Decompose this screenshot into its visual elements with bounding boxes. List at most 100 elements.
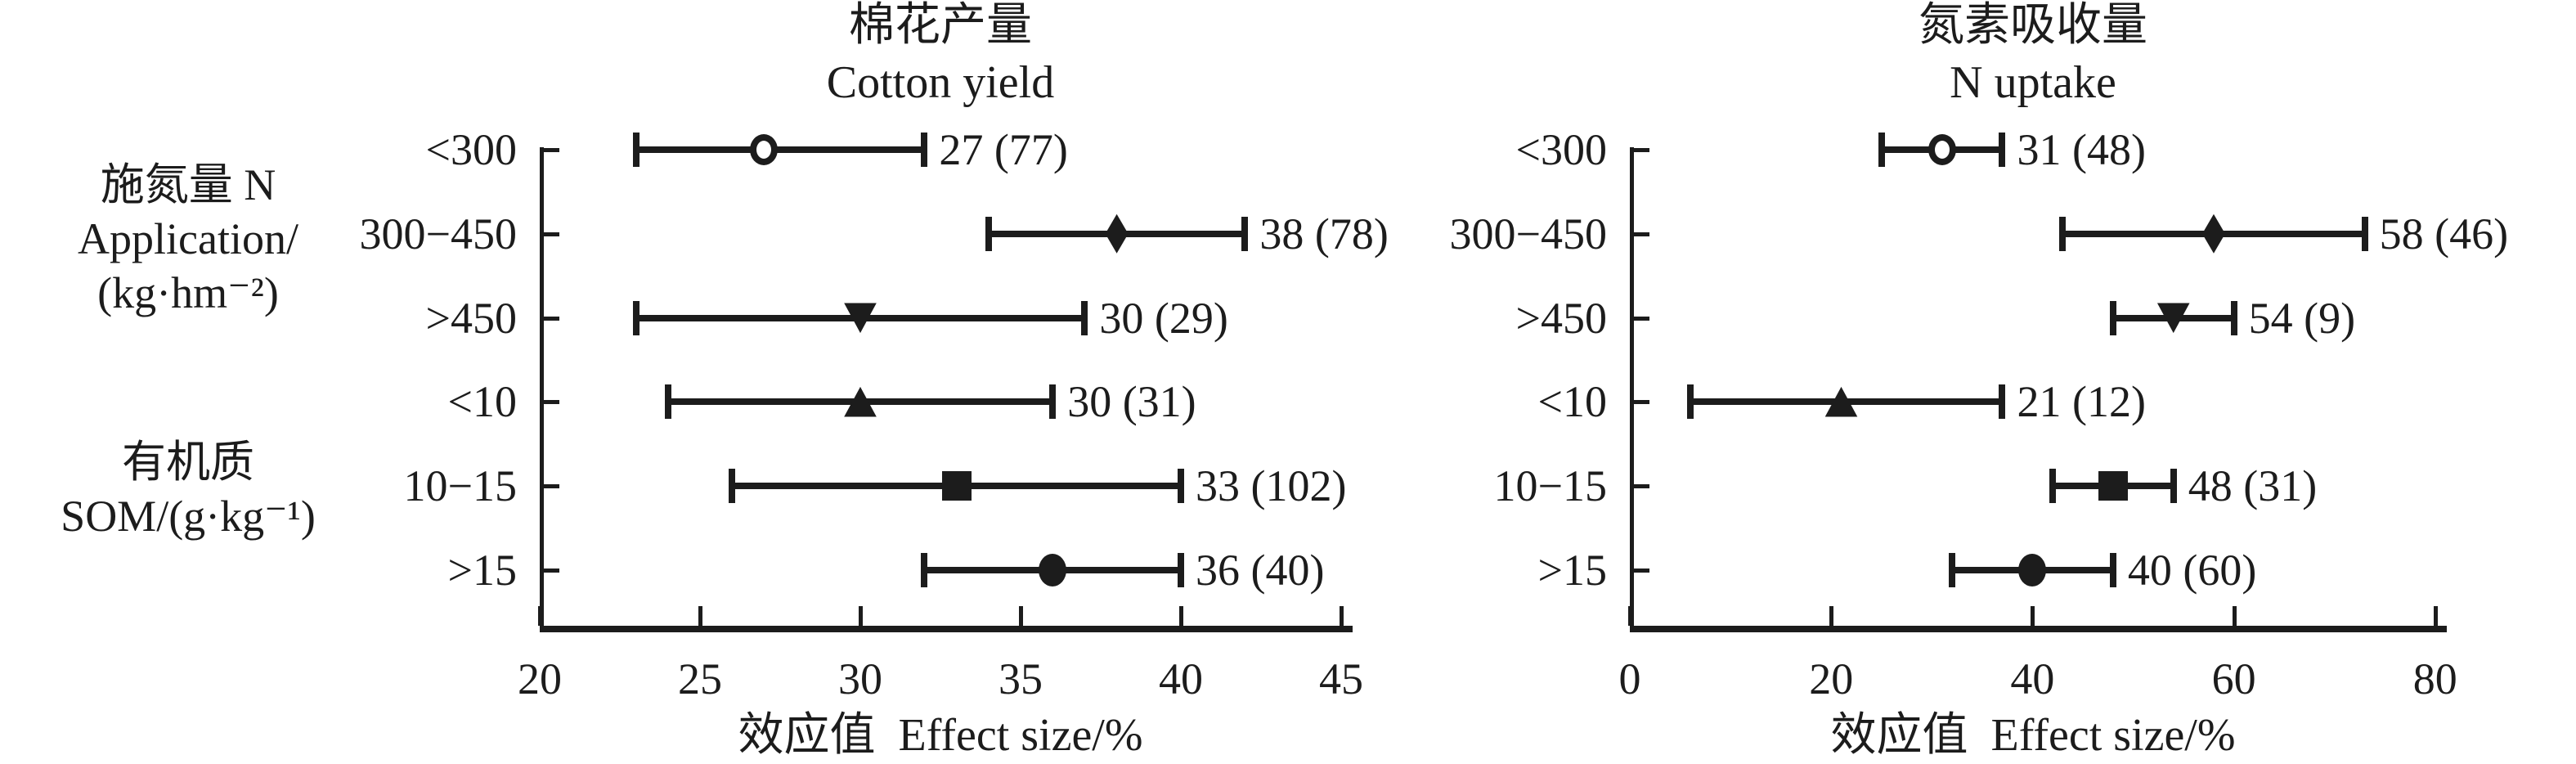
mean-marker-circle-open <box>1928 134 1956 165</box>
value-label: 48 (31) <box>2188 461 2318 511</box>
group-label-line: Application/ <box>78 214 298 263</box>
y-axis-group-labels: 施氮量 N Application/ (kg·hm⁻²) 有机质 SOM/(g·kg⁻¹… <box>0 0 572 762</box>
ci-cap-high <box>2109 553 2116 587</box>
y-tick <box>540 569 559 573</box>
group-label-line: 施氮量 N <box>100 160 276 209</box>
group-label-line: (kg·hm⁻²) <box>97 268 279 317</box>
category-label: 10−15 <box>403 461 517 511</box>
value-label: 31 (48) <box>2017 125 2146 174</box>
mean-marker-circle-filled <box>1039 554 1067 586</box>
x-tick-label: 20 <box>518 654 562 703</box>
category-label: >450 <box>1515 293 1607 343</box>
y-tick <box>1630 484 1649 489</box>
y-tick <box>1630 231 1649 236</box>
category-label: 300−450 <box>359 209 517 258</box>
x-tick <box>538 606 542 626</box>
ci-cap-high <box>1999 384 2006 420</box>
y-tick <box>1630 316 1649 321</box>
ci-cap-high <box>921 133 928 167</box>
x-tick <box>1628 606 1632 626</box>
value-label: 40 (60) <box>2127 546 2257 595</box>
ci-cap-low <box>632 300 640 335</box>
x-tick-label: 60 <box>2211 654 2256 703</box>
x-tick <box>1179 606 1183 626</box>
category-label: <10 <box>447 377 517 427</box>
x-tick-label: 40 <box>2010 654 2055 703</box>
value-label: 54 (9) <box>2248 293 2356 343</box>
x-tick-label: 30 <box>838 654 882 703</box>
ci-cap-high <box>2361 216 2368 251</box>
value-label: 36 (40) <box>1196 546 1325 595</box>
ci-cap-low <box>1686 384 1694 420</box>
x-tick-label: 25 <box>678 654 722 703</box>
x-tick <box>1829 606 1834 626</box>
group-label-line: 有机质 <box>122 438 254 487</box>
x-tick-label: 80 <box>2412 654 2457 703</box>
ci-cap-high <box>1049 384 1057 420</box>
y-tick <box>1630 400 1649 405</box>
x-tick-label: 45 <box>1319 654 1363 703</box>
ci-cap-low <box>2049 469 2057 504</box>
y-tick <box>540 484 559 489</box>
x-tick <box>859 606 863 626</box>
panel-cotton-yield: 20 25 30 35 40 45 <300 27 (77) 300−450 38 (78) >45… <box>359 125 1389 703</box>
x-axis-line <box>540 626 1353 632</box>
ci-cap-high <box>2170 469 2177 504</box>
x-tick <box>1019 606 1023 626</box>
mean-marker-square-filled <box>941 471 972 501</box>
mean-marker-square-filled <box>2098 471 2128 501</box>
x-tick-label: 0 <box>1618 654 1641 703</box>
y-axis-line <box>540 147 544 632</box>
y-axis-line <box>1630 147 1634 632</box>
x-tick-label: 20 <box>1809 654 1854 703</box>
value-label: 30 (31) <box>1067 377 1196 427</box>
value-label: 38 (78) <box>1259 209 1389 258</box>
ci-cap-high <box>1178 469 1184 504</box>
ci-cap-low <box>2109 300 2116 335</box>
x-tick <box>2232 606 2237 626</box>
ci-cap-low <box>729 469 736 504</box>
y-tick <box>1630 569 1649 573</box>
value-label: 33 (102) <box>1196 461 1347 511</box>
ci-cap-low <box>632 133 640 167</box>
ci-cap-low <box>1878 133 1885 167</box>
x-axis-line <box>1630 626 2447 632</box>
x-axis-label-cotton: 效应值 Effect size/% <box>738 710 1143 761</box>
x-tick <box>698 606 702 626</box>
mean-marker-circle-filled <box>2018 554 2047 586</box>
ci-cap-low <box>664 384 671 420</box>
ci-cap-high <box>2230 300 2237 335</box>
ci-cap-low <box>2059 216 2067 251</box>
ci-cap-low <box>1948 553 1955 587</box>
panel-title-zh-cotton: 棉花产量 <box>849 0 1032 51</box>
ci-cap-low <box>985 216 992 251</box>
x-tick <box>1340 606 1344 626</box>
group-label-line: SOM/(g·kg⁻¹) <box>61 492 316 541</box>
category-label: <10 <box>1537 377 1607 427</box>
ci-cap-high <box>1241 216 1249 251</box>
value-label: 21 (12) <box>2017 377 2146 427</box>
category-label: >15 <box>447 546 517 595</box>
y-tick <box>540 148 559 152</box>
category-label: <300 <box>1515 125 1607 174</box>
category-label: 10−15 <box>1493 461 1607 511</box>
y-tick <box>540 316 559 321</box>
panel-title-en-nuptake: N uptake <box>1950 57 2116 108</box>
category-label: >450 <box>425 293 517 343</box>
x-tick-label: 35 <box>999 654 1043 703</box>
category-label: <300 <box>425 125 517 174</box>
x-axis-label-nuptake: 效应值 Effect size/% <box>1830 710 2236 761</box>
ci-cap-high <box>1178 553 1184 587</box>
value-label: 30 (29) <box>1099 293 1228 343</box>
value-label: 58 (46) <box>2379 209 2509 258</box>
mean-marker-circle-open <box>750 134 779 165</box>
x-tick <box>2031 606 2035 626</box>
x-tick-label: 40 <box>1159 654 1203 703</box>
category-label: 300−450 <box>1449 209 1607 258</box>
ci-cap-low <box>921 553 928 587</box>
value-label: 27 (77) <box>939 125 1068 174</box>
x-tick <box>2433 606 2438 626</box>
ci-bar <box>635 146 925 153</box>
category-label: >15 <box>1537 546 1607 595</box>
